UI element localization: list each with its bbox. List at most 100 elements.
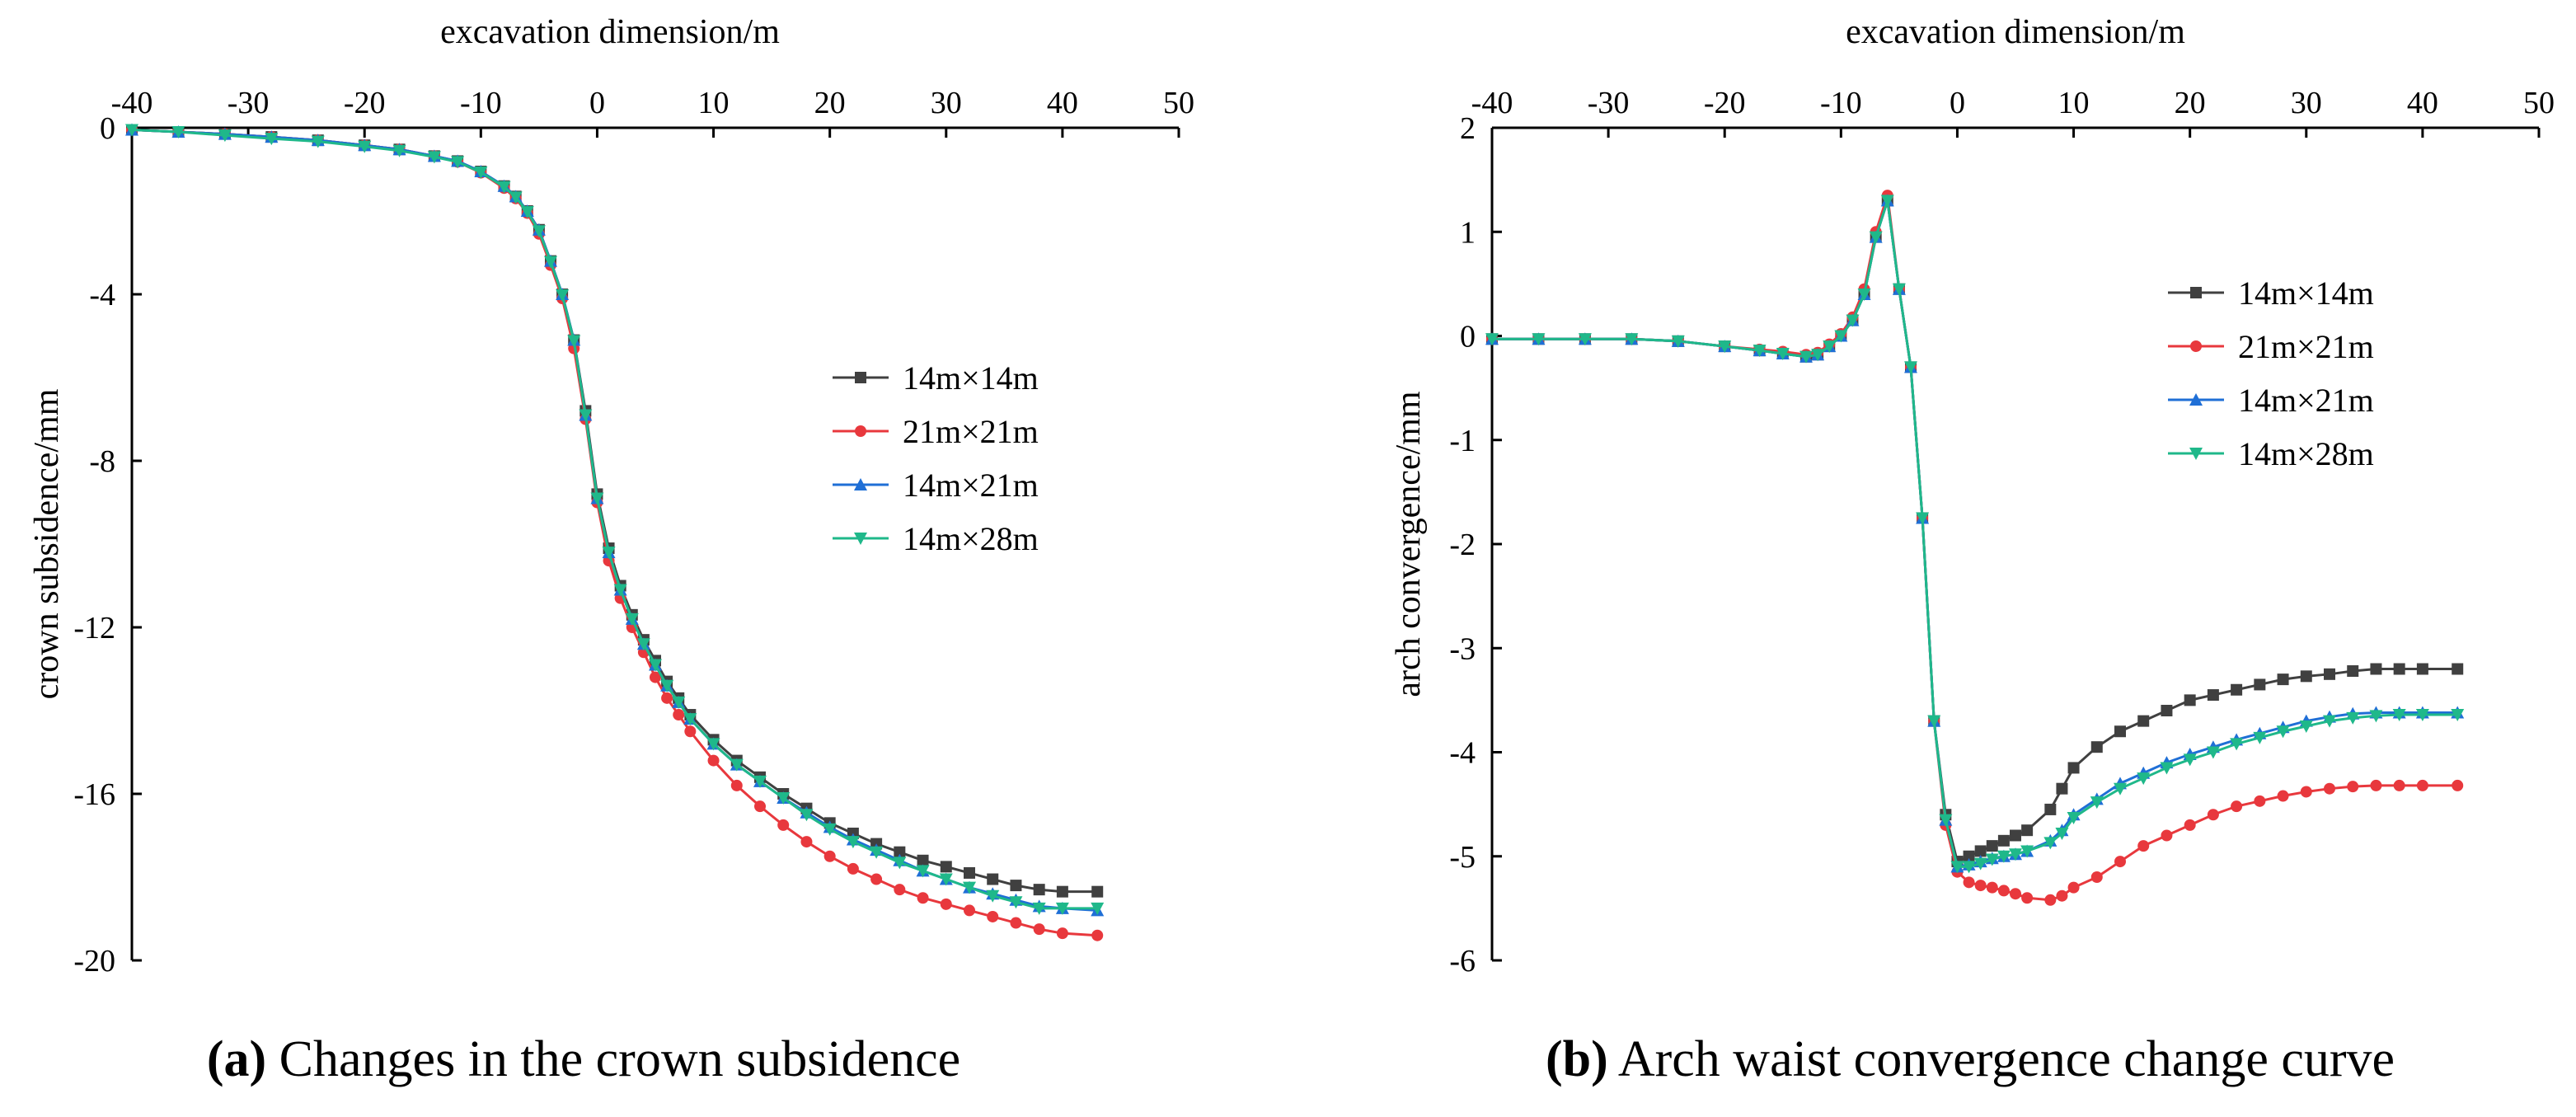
x-tick-label: 40 (1047, 86, 1078, 120)
y-tick-label: -5 (1449, 840, 1476, 875)
data-point (940, 861, 952, 873)
y-tick-label: -8 (89, 444, 115, 479)
data-point (2300, 670, 2312, 683)
caption-text: Changes in the crown subsidence (279, 1031, 960, 1087)
data-point (392, 144, 406, 157)
data-point (1973, 857, 1987, 871)
data-point (2090, 796, 2104, 810)
y-axis-title: crown subsidence/mm (28, 388, 66, 699)
caption: (a) Changes in the crown subsidence (207, 1031, 960, 1087)
data-point (590, 492, 604, 505)
data-point (1811, 349, 1825, 362)
data-point (706, 738, 720, 751)
data-point (2206, 746, 2220, 759)
data-point (730, 779, 743, 791)
data-point (218, 129, 232, 143)
data-point (893, 857, 907, 870)
data-point (1857, 289, 1871, 301)
data-point (2055, 827, 2069, 840)
legend-label: 14m×14m (903, 359, 1039, 397)
legend-label: 14m×28m (2238, 435, 2374, 472)
data-point (2189, 393, 2203, 406)
data-point (1869, 231, 1883, 244)
data-point (636, 638, 650, 651)
data-point (497, 181, 511, 194)
y-tick-label: -16 (73, 777, 115, 812)
x-tick-label: 0 (1950, 86, 1965, 120)
data-point (894, 884, 906, 896)
data-point (1950, 861, 1964, 874)
series-14m×28m (1485, 195, 2465, 874)
data-point (474, 167, 488, 180)
data-point (2392, 709, 2406, 722)
data-point (556, 289, 570, 303)
caption-space (266, 1031, 279, 1087)
data-point (544, 256, 557, 269)
caption-close-paren: ) (250, 1031, 267, 1087)
data-point (854, 478, 867, 490)
x-tick-label: 30 (931, 86, 962, 120)
caption-open-paren: ( (1546, 1031, 1563, 1087)
data-point (1892, 283, 1906, 296)
x-tick-label: 10 (2058, 86, 2090, 120)
data-point (753, 775, 767, 788)
data-point (1963, 876, 1975, 889)
data-point (2114, 782, 2127, 796)
data-point (1625, 333, 1639, 346)
data-point (847, 862, 859, 875)
data-point (2067, 812, 2081, 825)
data-point (2277, 790, 2289, 802)
data-point (2137, 715, 2150, 727)
data-point (754, 800, 766, 813)
data-point (1846, 314, 1860, 327)
data-point (2010, 829, 2021, 842)
data-point (2161, 829, 2173, 842)
data-point (730, 758, 744, 772)
data-point (707, 754, 720, 767)
series-14m×14m (126, 124, 1104, 898)
data-point (987, 910, 999, 922)
data-point (1776, 347, 1790, 360)
x-tick-label: 30 (2291, 86, 2322, 120)
y-tick-label: -2 (1449, 528, 1476, 562)
data-point (1033, 884, 1045, 896)
data-point (2231, 683, 2243, 696)
y-tick-label: -20 (73, 944, 115, 979)
data-point (171, 126, 185, 139)
panel-arch-convergence: excavation dimension/m arch convergence/… (1390, 13, 2555, 1087)
data-point (2184, 694, 2196, 706)
data-point (855, 425, 866, 437)
x-tick-label: 20 (814, 86, 846, 120)
data-point (2161, 705, 2173, 716)
data-point (1963, 850, 1975, 862)
legend-label: 21m×21m (2238, 328, 2374, 365)
data-point (2451, 709, 2465, 722)
data-point (509, 191, 523, 204)
data-point (125, 124, 138, 137)
x-tick-label: -40 (1471, 86, 1513, 120)
data-point (1962, 861, 1976, 874)
data-point (2346, 711, 2360, 725)
y-tick-label: -4 (1449, 736, 1476, 771)
y-tick-label: -12 (73, 611, 115, 645)
data-point (2009, 848, 2022, 861)
x-tick-label: 0 (589, 86, 605, 120)
data-point (1485, 333, 1499, 346)
data-point (1997, 850, 2011, 863)
data-point (2230, 738, 2244, 751)
data-point (1880, 195, 1894, 208)
data-point (2415, 709, 2429, 722)
x-tick-label: -30 (228, 86, 270, 120)
data-point (1986, 840, 1998, 852)
data-point (2021, 892, 2034, 904)
data-point (916, 865, 930, 878)
data-point (2056, 889, 2068, 902)
data-point (673, 709, 685, 721)
data-point (1671, 335, 1685, 348)
data-point (2207, 809, 2219, 821)
legend-label: 14m×14m (2238, 275, 2374, 312)
data-point (2044, 894, 2057, 906)
data-point (777, 792, 791, 805)
x-axis-title: excavation dimension/m (440, 13, 780, 51)
